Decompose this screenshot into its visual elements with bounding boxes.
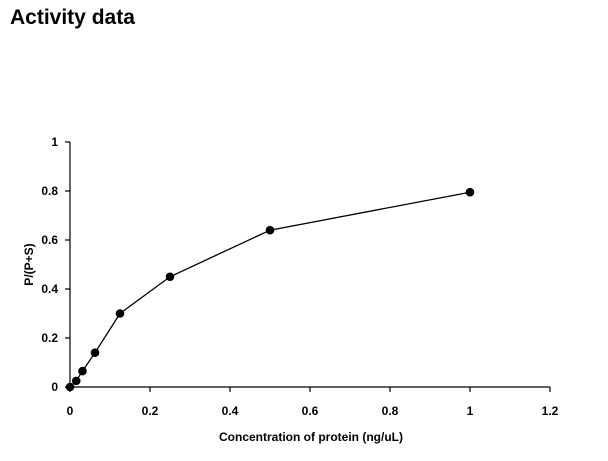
x-tick-label: 0.2 — [142, 404, 159, 418]
y-tick-label: 0.8 — [41, 184, 58, 198]
y-tick-label: 0.4 — [41, 282, 58, 296]
axis-tick-labels: 0 0.2 0.4 0.6 0.8 1 1.2 0 0.2 0.4 0.6 0.8 1 — [41, 135, 558, 418]
data-points — [65, 187, 475, 392]
series-line — [69, 191, 471, 388]
data-point — [165, 272, 175, 282]
y-tick-label: 0 — [51, 380, 58, 394]
x-tick-label: 1 — [467, 404, 474, 418]
axes — [69, 142, 550, 388]
y-axis-title: P/(P+S) — [22, 243, 36, 285]
y-tick-label: 1 — [51, 135, 58, 149]
x-tick-label: 0.8 — [382, 404, 399, 418]
data-point — [65, 382, 75, 392]
y-tick-label: 0.6 — [41, 233, 58, 247]
data-point — [78, 366, 87, 376]
data-point — [71, 376, 81, 386]
y-tick-label: 0.2 — [41, 331, 58, 345]
data-series — [69, 191, 471, 388]
data-point — [265, 225, 275, 235]
x-axis-title: Concentration of protein (ng/uL) — [219, 430, 403, 444]
x-tick-label: 1.2 — [542, 404, 559, 418]
x-tick-label: 0 — [67, 404, 74, 418]
x-tick-label: 0.6 — [302, 404, 319, 418]
data-point — [115, 309, 125, 318]
data-point — [90, 348, 100, 358]
data-point — [465, 187, 475, 197]
axis-ticks — [65, 141, 551, 392]
page-title: Activity data — [10, 6, 135, 29]
x-tick-label: 0.4 — [222, 404, 239, 418]
